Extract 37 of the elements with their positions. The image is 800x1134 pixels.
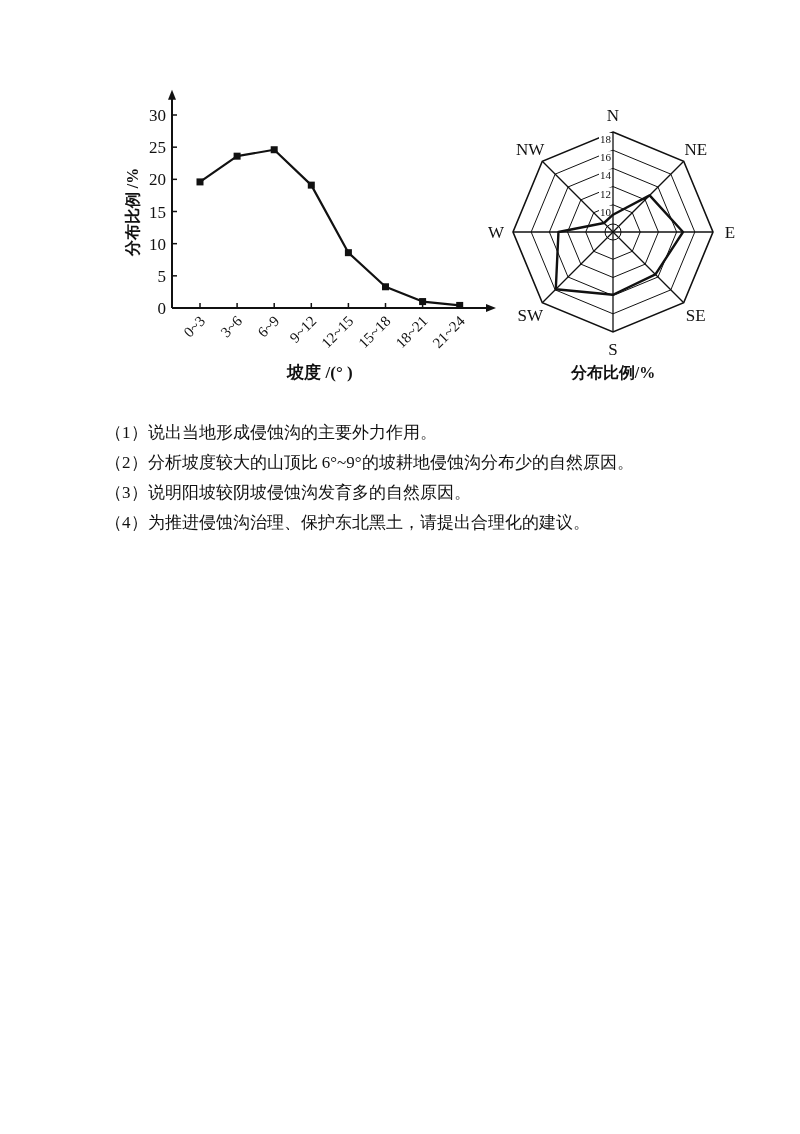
y-tick-label: 12 — [600, 187, 611, 200]
y-tick-label: 30 — [149, 106, 166, 125]
point — [419, 298, 427, 306]
x-tick-label: 6~9 — [254, 312, 283, 341]
point — [382, 283, 389, 291]
spoke-label: W — [487, 223, 505, 242]
text: （1）说出当地形成侵蚀沟的主要外力作用。 — [105, 423, 437, 442]
spoke-label: NW — [516, 140, 546, 160]
y-tick-label: 14 — [600, 169, 612, 182]
text: （4）为推进侵蚀沟治理、保护东北黑土，请提出合理化的建议。 — [105, 513, 590, 532]
spoke-label: E — [724, 223, 736, 242]
spoke-label: SW — [517, 305, 544, 325]
text: （2）分析坡度较大的山顶比 6°~9°的坡耕地侵蚀沟分布少的自然原因。 — [105, 453, 634, 472]
y-tick-label: 0 — [157, 299, 166, 318]
y-tick-label: 15 — [149, 202, 166, 222]
x-tick-label: 3~6 — [217, 312, 246, 341]
spoke-label: N — [606, 106, 620, 125]
y-tick-label: 18 — [600, 133, 612, 145]
point — [344, 249, 352, 257]
spoke-label: S — [608, 340, 618, 359]
y-tick-label: 10 — [149, 234, 166, 254]
y-tick-label: 5 — [157, 266, 166, 286]
point — [233, 152, 241, 160]
y-axis-title: 分布比例 /% — [124, 167, 141, 258]
spoke-label: SE — [685, 305, 706, 325]
x-tick-label: 0~3 — [180, 312, 209, 341]
y-tick-label: 25 — [149, 138, 166, 158]
y-tick-label: 16 — [600, 151, 612, 164]
x-axis-title: 坡度 /(° ) — [286, 363, 353, 382]
point — [270, 146, 278, 154]
text: 分布比例/% — [569, 364, 656, 381]
point — [196, 178, 204, 186]
spoke-label: NE — [684, 140, 708, 160]
y-tick-label: 20 — [149, 170, 166, 190]
text: （3）说明阳坡较阴坡侵蚀沟发育多的自然原因。 — [105, 483, 471, 502]
point — [307, 181, 315, 189]
y-tick-label: 10 — [600, 205, 612, 218]
